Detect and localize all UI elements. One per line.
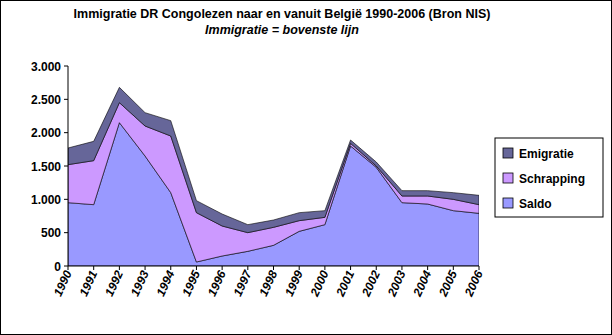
x-tick-label: 1996	[205, 268, 229, 298]
x-tick-label: 2003	[384, 268, 409, 299]
x-tick	[376, 266, 377, 270]
x-tick	[222, 266, 223, 270]
legend-swatch	[503, 173, 513, 183]
x-tick	[196, 266, 197, 270]
x-tick	[401, 266, 402, 270]
x-tick-label: 2006	[461, 268, 486, 299]
legend-label: Saldo	[519, 197, 552, 211]
x-tick-label: 1991	[76, 268, 100, 298]
chart-border	[1, 1, 612, 335]
x-tick	[93, 266, 94, 270]
y-tick-label: 2.500	[31, 93, 61, 107]
legend-label: Emigratie	[519, 147, 574, 161]
y-tick-label: 2.000	[31, 126, 61, 140]
x-tick-label: 1994	[153, 268, 177, 298]
x-tick	[299, 266, 300, 270]
x-tick	[170, 266, 171, 270]
x-tick	[119, 266, 120, 270]
y-tick	[64, 132, 68, 133]
x-tick-label: 2004	[410, 268, 435, 299]
chart-svg: 05001.0001.5002.0002.5003.00019901991199…	[0, 0, 612, 335]
x-tick	[68, 266, 69, 270]
x-tick-label: 2005	[436, 268, 461, 299]
area-schrapping	[68, 103, 479, 262]
x-tick	[350, 266, 351, 270]
x-tick-label: 1997	[231, 267, 256, 298]
x-tick-label: 2002	[359, 268, 384, 299]
legend-label: Schrapping	[519, 172, 585, 186]
x-tick-label: 1992	[102, 268, 126, 298]
x-tick-label: 1999	[282, 268, 306, 298]
x-tick-label: 1990	[51, 268, 75, 298]
x-tick-label: 1993	[128, 268, 152, 298]
y-tick	[64, 199, 68, 200]
subtitle: Immigratie = bovenste lijn	[205, 23, 359, 37]
x-tick	[273, 266, 274, 270]
x-tick	[427, 266, 428, 270]
areas	[68, 87, 479, 266]
x-tick-label: 1998	[256, 268, 280, 298]
y-tick-label: 1.000	[31, 193, 61, 207]
x-tick-label: 1995	[179, 268, 203, 298]
y-tick	[64, 99, 68, 100]
legend-swatch	[503, 148, 513, 158]
y-tick	[64, 166, 68, 167]
y-tick	[64, 266, 68, 267]
chart-root: Immigratie DR Congolezen naar en vanuit …	[0, 0, 612, 335]
area-emigratie	[68, 87, 479, 232]
x-tick	[479, 266, 480, 270]
x-tick-label: 2001	[333, 268, 358, 299]
legend-box	[495, 138, 603, 217]
y-tick-label: 1.500	[31, 160, 61, 174]
title-block: Immigratie DR Congolezen naar en vanuit …	[72, 6, 492, 38]
title: Immigratie DR Congolezen naar en vanuit …	[74, 7, 491, 21]
y-tick-label: 3.000	[31, 60, 61, 74]
x-tick-label: 2000	[307, 268, 332, 299]
y-tick	[64, 66, 68, 67]
x-tick	[324, 266, 325, 270]
x-tick	[453, 266, 454, 270]
x-tick	[145, 266, 146, 270]
y-tick-label: 500	[41, 226, 61, 240]
y-tick	[64, 232, 68, 233]
legend-swatch	[503, 198, 513, 208]
x-tick	[247, 266, 248, 270]
